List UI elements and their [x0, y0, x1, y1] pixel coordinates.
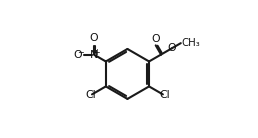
Text: N: N: [90, 50, 98, 60]
Text: CH₃: CH₃: [182, 38, 200, 48]
Text: −: −: [77, 48, 84, 57]
Text: O: O: [151, 34, 160, 44]
Text: +: +: [93, 48, 100, 57]
Text: O: O: [74, 50, 82, 60]
Text: Cl: Cl: [159, 90, 170, 100]
Text: Cl: Cl: [85, 90, 96, 100]
Text: O: O: [90, 33, 98, 43]
Text: O: O: [168, 43, 176, 53]
